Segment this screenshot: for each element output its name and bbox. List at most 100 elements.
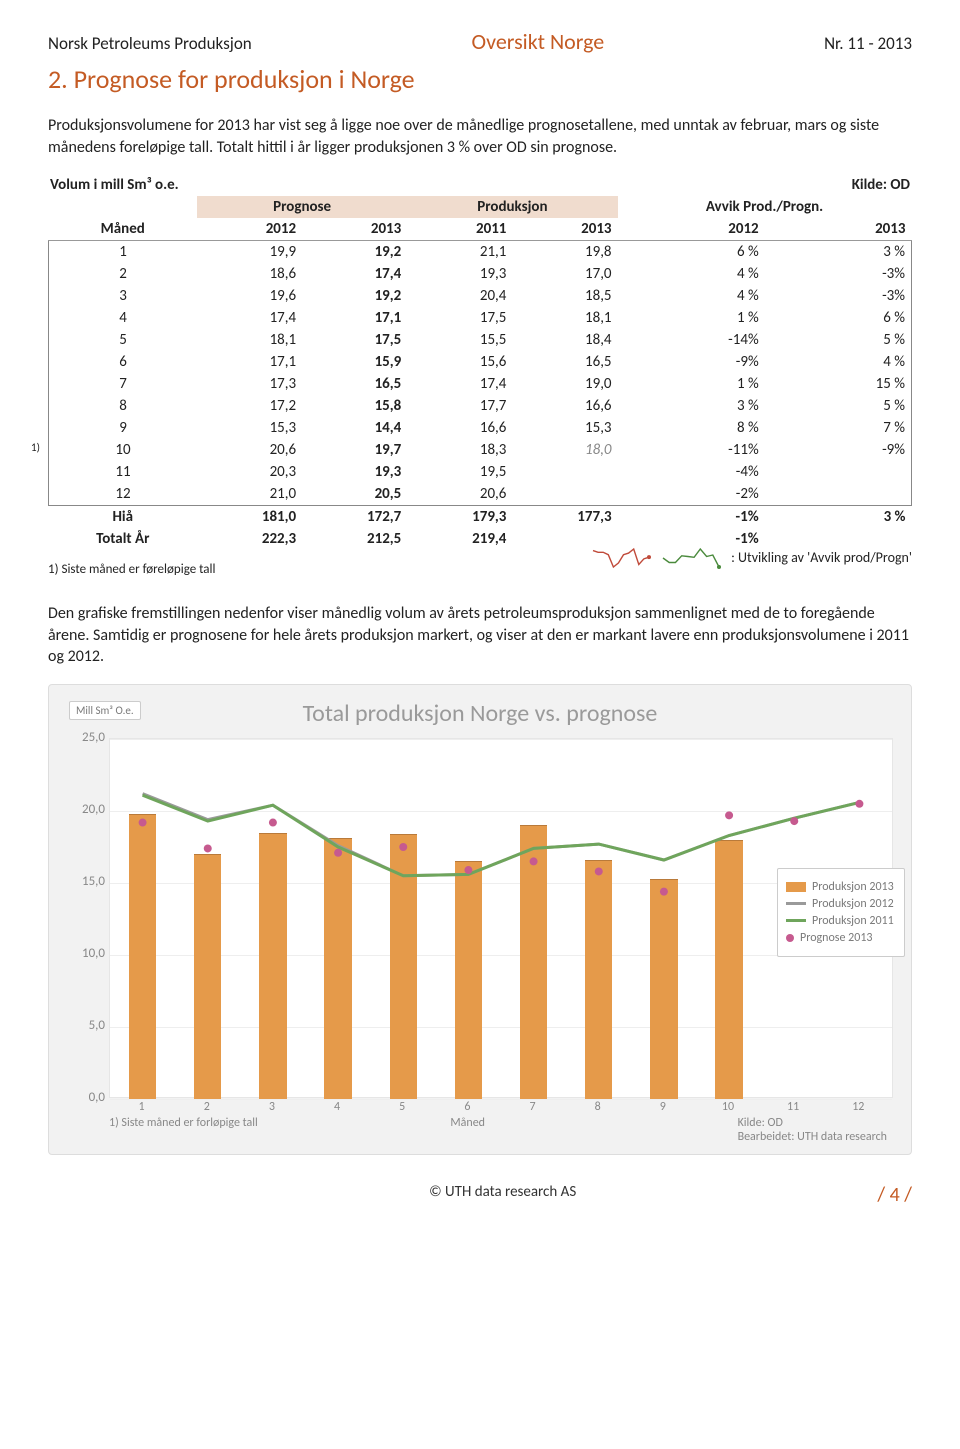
- total-cell: 219,4: [407, 528, 512, 550]
- hia-cell: 172,7: [302, 506, 407, 529]
- month-cell: 4: [49, 307, 197, 329]
- legend-item: Produksjon 2011: [786, 914, 896, 928]
- data-cell: 17,1: [197, 351, 302, 373]
- table-row: 717,316,517,419,01 %15 %: [49, 373, 912, 395]
- total-cell: -1%: [618, 528, 765, 550]
- data-cell: -3%: [765, 285, 912, 307]
- data-cell: 17,4: [197, 307, 302, 329]
- chart-xaxis-labels: 123456789101112: [67, 1098, 893, 1114]
- yearhdr: 2012: [197, 218, 302, 241]
- y-tick-label: 10,0: [82, 946, 105, 961]
- data-cell: 15,5: [407, 329, 512, 351]
- data-cell: 19,6: [197, 285, 302, 307]
- data-cell: [765, 461, 912, 483]
- data-cell: 18,1: [197, 329, 302, 351]
- data-cell: 17,2: [197, 395, 302, 417]
- month-cell: 6: [49, 351, 197, 373]
- yearhdr: 2013: [512, 218, 617, 241]
- data-cell: 20,3: [197, 461, 302, 483]
- data-cell: 17,5: [407, 307, 512, 329]
- legend-swatch: [786, 934, 794, 942]
- data-cell: [765, 483, 912, 506]
- data-cell: 5 %: [765, 395, 912, 417]
- data-cell: 19,2: [302, 241, 407, 264]
- data-cell: 21,1: [407, 241, 512, 264]
- data-cell: 19,0: [512, 373, 617, 395]
- data-cell: 15,8: [302, 395, 407, 417]
- yearhdr: 2013: [765, 218, 912, 241]
- hia-cell: 3 %: [765, 506, 912, 529]
- data-cell: 16,5: [512, 351, 617, 373]
- legend-label: Prognose 2013: [800, 931, 873, 945]
- data-cell: 6 %: [618, 241, 765, 264]
- data-cell: 17,4: [407, 373, 512, 395]
- hia-cell: 177,3: [512, 506, 617, 529]
- x-tick-label: 10: [695, 1100, 760, 1114]
- page-header: Norsk Petroleums Produksjon Oversikt Nor…: [48, 28, 912, 55]
- month-cell: 5: [49, 329, 197, 351]
- legend-swatch: [786, 902, 806, 905]
- month-cell: 2: [49, 263, 197, 285]
- page: Norsk Petroleums Produksjon Oversikt Nor…: [0, 0, 960, 1231]
- legend-label: Produksjon 2013: [812, 880, 894, 894]
- data-cell: 15,6: [407, 351, 512, 373]
- data-cell: 19,5: [407, 461, 512, 483]
- data-cell: 15,9: [302, 351, 407, 373]
- intro-paragraph: Produksjonsvolumene for 2013 har vist se…: [48, 115, 912, 158]
- data-cell: 4 %: [618, 285, 765, 307]
- chart-card: Mill Sm³ O.e. Total produksjon Norge vs.…: [48, 684, 912, 1155]
- yearhdr: 2011: [407, 218, 512, 241]
- y-tick-label: 20,0: [82, 802, 105, 817]
- data-cell: 19,8: [512, 241, 617, 264]
- data-cell: [512, 483, 617, 506]
- hia-cell: 179,3: [407, 506, 512, 529]
- table-row: 617,115,915,616,5-9%4 %: [49, 351, 912, 373]
- data-cell: 20,5: [302, 483, 407, 506]
- grouphdr-prognose: Prognose: [197, 196, 407, 218]
- month-cell: 1)10: [49, 439, 197, 461]
- data-cell: 20,6: [197, 439, 302, 461]
- page-number: / 4 /: [877, 1183, 912, 1207]
- x-tick-label: 9: [630, 1100, 695, 1114]
- x-tick-label: 1: [109, 1100, 174, 1114]
- data-cell: 5 %: [765, 329, 912, 351]
- x-tick-label: 7: [500, 1100, 565, 1114]
- data-cell: 18,3: [407, 439, 512, 461]
- data-cell: 7 %: [765, 417, 912, 439]
- chart-footnote-left: 1) Siste måned er forløpige tall: [109, 1116, 258, 1144]
- y-tick-label: 5,0: [89, 1018, 105, 1033]
- data-cell: 18,1: [512, 307, 617, 329]
- table-caption-right: Kilde: OD: [852, 176, 910, 194]
- sparkline-label: : Utvikling av 'Avvik prod/Progn': [731, 549, 912, 566]
- data-cell: 18,4: [512, 329, 617, 351]
- data-table: Prognose Produksjon Avvik Prod./Progn. M…: [48, 196, 912, 550]
- month-cell: 8: [49, 395, 197, 417]
- data-cell: -11%: [618, 439, 765, 461]
- chart-plot-area: [109, 738, 893, 1098]
- row-total: Totalt År 222,3 212,5 219,4 -1%: [49, 528, 912, 550]
- x-tick-label: 2: [174, 1100, 239, 1114]
- data-cell: 19,7: [302, 439, 407, 461]
- section-title: 2. Prognose for produksjon i Norge: [48, 63, 912, 95]
- data-table-wrap: Volum i mill Sm³ o.e. Kilde: OD Prognose…: [48, 176, 912, 550]
- table-row: 817,215,817,716,63 %5 %: [49, 395, 912, 417]
- legend-swatch: [786, 919, 806, 922]
- data-cell: 4 %: [765, 351, 912, 373]
- table-row: 915,314,416,615,38 %7 %: [49, 417, 912, 439]
- data-cell: 18,5: [512, 285, 617, 307]
- legend-item: Produksjon 2012: [786, 897, 896, 911]
- y-tick-label: 0,0: [89, 1090, 105, 1105]
- table-caption-left: Volum i mill Sm³ o.e.: [50, 176, 179, 194]
- data-cell: 17,3: [197, 373, 302, 395]
- table-row: 417,417,117,518,11 %6 %: [49, 307, 912, 329]
- hia-cell: -1%: [618, 506, 765, 529]
- yearhdr: 2013: [302, 218, 407, 241]
- data-cell: -4%: [618, 461, 765, 483]
- month-cell: 12: [49, 483, 197, 506]
- chart-credit: Bearbeidet: UTH data research: [738, 1130, 887, 1144]
- y-tick-label: 15,0: [82, 874, 105, 889]
- data-cell: 4 %: [618, 263, 765, 285]
- data-cell: 17,1: [302, 307, 407, 329]
- table-footnote: 1) Siste måned er føreløpige tall: [48, 562, 216, 577]
- total-cell: [512, 528, 617, 550]
